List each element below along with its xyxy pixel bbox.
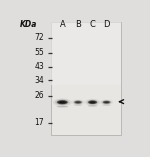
Ellipse shape [85, 99, 100, 106]
Text: 17: 17 [35, 118, 44, 127]
Text: 72: 72 [35, 33, 44, 42]
Ellipse shape [57, 100, 68, 105]
Ellipse shape [88, 100, 97, 104]
Text: C: C [90, 20, 96, 29]
Ellipse shape [104, 101, 109, 103]
Ellipse shape [57, 100, 68, 104]
Ellipse shape [59, 101, 66, 103]
Text: 43: 43 [35, 62, 44, 71]
Ellipse shape [86, 100, 99, 105]
Ellipse shape [53, 98, 72, 106]
Text: 34: 34 [35, 76, 44, 85]
Ellipse shape [57, 106, 68, 107]
Ellipse shape [102, 100, 111, 104]
Text: A: A [59, 20, 65, 29]
Ellipse shape [73, 100, 83, 105]
Ellipse shape [74, 101, 82, 104]
Ellipse shape [101, 100, 112, 105]
Text: 55: 55 [35, 48, 44, 57]
Text: D: D [103, 20, 110, 29]
Text: KDa: KDa [20, 20, 37, 29]
Bar [51, 22, 121, 135]
Ellipse shape [55, 99, 70, 105]
Ellipse shape [102, 105, 111, 106]
Ellipse shape [88, 105, 97, 107]
Ellipse shape [76, 101, 81, 103]
Text: B: B [75, 20, 81, 29]
Ellipse shape [90, 101, 95, 103]
Bar [51, 22, 121, 85]
Ellipse shape [88, 100, 97, 104]
Ellipse shape [74, 100, 82, 104]
Ellipse shape [74, 105, 82, 106]
Ellipse shape [103, 101, 110, 104]
Text: 26: 26 [35, 91, 44, 100]
